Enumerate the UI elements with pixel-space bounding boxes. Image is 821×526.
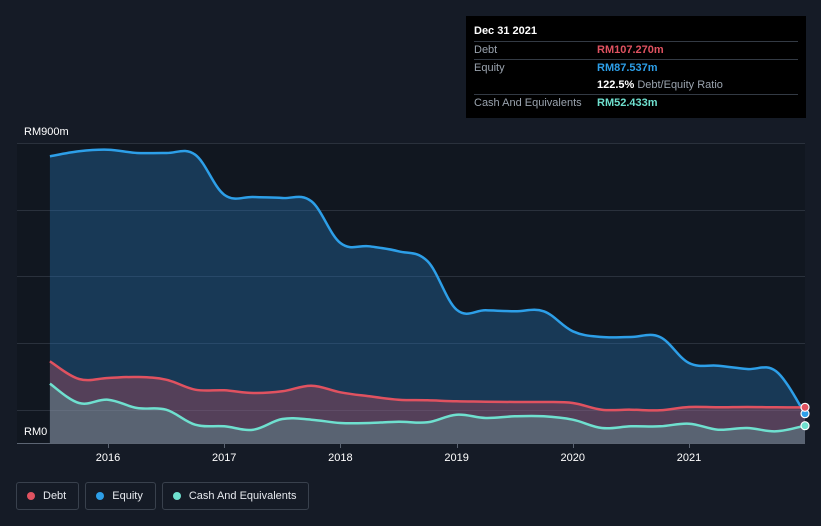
- tooltip-value: RM52.433m: [597, 97, 658, 109]
- y-tick-label-bottom: RM0: [24, 426, 47, 438]
- plot-background: [17, 143, 805, 443]
- tooltip-row-debt: Debt RM107.270m: [474, 41, 798, 59]
- tooltip-row-ratio: 122.5% Debt/Equity Ratio: [474, 77, 798, 94]
- legend-dot-icon: [96, 492, 105, 500]
- tooltip-value: 122.5%: [597, 79, 635, 91]
- tooltip-row-cash: Cash And Equivalents RM52.433m: [474, 94, 798, 112]
- legend-dot-icon: [172, 492, 181, 500]
- legend-label: Cash And Equivalents: [188, 490, 297, 502]
- legend-item-cash[interactable]: Cash And Equivalents: [161, 482, 310, 510]
- legend-label: Equity: [112, 490, 143, 502]
- tooltip-row-equity: Equity RM87.537m: [474, 59, 798, 77]
- x-tick-label: 2017: [212, 452, 236, 464]
- tooltip-value: RM87.537m: [597, 62, 658, 74]
- legend-label: Debt: [43, 490, 67, 502]
- cash-and-equivalents-line: [49, 382, 806, 433]
- tooltip-label: Equity: [474, 62, 505, 74]
- tooltip-label: Cash And Equivalents: [474, 97, 582, 109]
- x-tick-label: 2021: [677, 452, 701, 464]
- tooltip-panel: Dec 31 2021 Debt RM107.270m Equity RM87.…: [466, 16, 806, 118]
- tooltip-ratio-caption: Debt/Equity Ratio: [637, 79, 723, 91]
- x-tick-label: 2016: [96, 452, 120, 464]
- x-tick-label: 2020: [561, 452, 585, 464]
- legend-dot-icon: [27, 492, 35, 500]
- series-endpoints: [800, 402, 810, 431]
- series-lines: [49, 148, 807, 433]
- x-tick-label: 2019: [444, 452, 468, 464]
- legend-item-equity[interactable]: Equity: [85, 482, 156, 510]
- tooltip-date: Dec 31 2021: [474, 25, 537, 37]
- x-tick-labels: 2016 2017 2018 2019 2020 2021: [96, 452, 701, 464]
- gridlines: [17, 143, 805, 448]
- equity-area: [49, 149, 805, 443]
- y-tick-label-top: RM900m: [24, 126, 69, 138]
- cash-and-equivalents-endpoint: [800, 421, 810, 431]
- tooltip-value: RM107.270m: [597, 44, 664, 56]
- chart-legend: Debt Equity Cash And Equivalents: [16, 482, 310, 510]
- debt-line: [49, 360, 806, 412]
- legend-item-debt[interactable]: Debt: [16, 482, 80, 510]
- chart-svg: 2016 2017 2018 2019 2020 2021 RM900m RM0: [17, 126, 810, 464]
- tooltip-label: Debt: [474, 44, 498, 56]
- tooltip-label: [474, 77, 597, 94]
- x-tick-label: 2018: [328, 452, 352, 464]
- equity-line: [49, 148, 807, 415]
- debt-endpoint: [800, 402, 810, 412]
- debt-area: [49, 361, 805, 443]
